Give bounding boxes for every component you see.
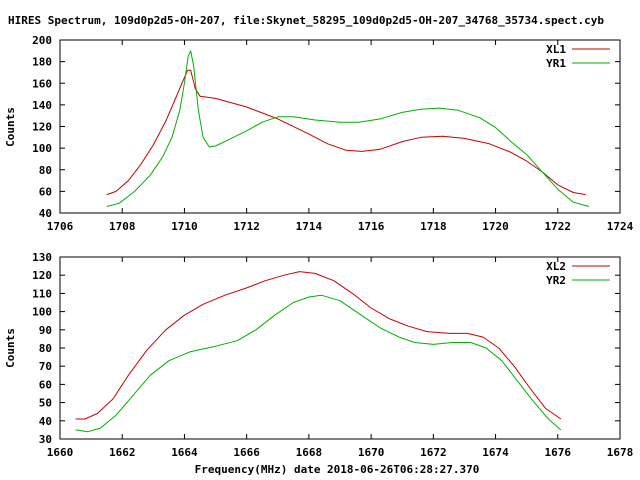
y-tick-label: 160 [32,77,52,90]
x-tick-label: 1706 [47,220,74,233]
y-tick-label: 30 [39,433,52,446]
legend-label-xl2: XL2 [546,260,566,273]
y-tick-label: 40 [39,207,52,220]
plot-frame [59,39,621,214]
x-tick-label: 1672 [420,446,447,459]
series-line-xl2 [75,271,562,420]
series-line-xl1 [106,69,586,196]
y-axis-label: Counts [4,107,17,147]
x-tick-label: 1718 [420,220,447,233]
x-tick-label: 1712 [233,220,260,233]
series-line-yr1 [106,50,590,207]
y-tick-label: 80 [39,164,52,177]
y-tick-label: 100 [32,142,52,155]
x-tick-label: 1716 [358,220,385,233]
y-tick-label: 90 [39,324,52,337]
x-tick-label: 1708 [109,220,136,233]
y-tick-label: 70 [39,360,52,373]
y-tick-label: 110 [32,287,52,300]
series-line-yr2 [75,294,562,433]
x-tick-label: 1676 [545,446,572,459]
y-tick-label: 60 [39,185,52,198]
x-tick-label: 1724 [607,220,634,233]
x-tick-label: 1668 [296,446,323,459]
y-tick-label: 50 [39,397,52,410]
bottom-panel: 1660 1662 1664 1666 1668 1670 1672 1674 1676 1678… [4,251,633,459]
x-tick-label: 1670 [358,446,385,459]
y-tick-label: 120 [32,121,52,134]
x-tick-label: 1710 [171,220,198,233]
x-tick-label: 1722 [545,220,572,233]
x-tick-label: 1660 [47,446,74,459]
y-tick-label: 40 [39,415,52,428]
y-tick-label: 100 [32,306,52,319]
y-axis-label: Counts [4,328,17,368]
y-tick-label: 200 [32,34,52,47]
x-tick-label: 1664 [171,446,198,459]
plot-frame [59,256,621,440]
x-tick-label: 1714 [296,220,323,233]
chart-title: HIRES Spectrum, 109d0p2d5-OH-207, file:S… [8,14,604,27]
x-tick-label: 1720 [482,220,509,233]
y-tick-label: 130 [32,251,52,264]
x-tick-label: 1674 [482,446,509,459]
x-tick-label: 1678 [607,446,634,459]
x-axis-label: Frequency(MHz) date 2018-06-26T06:28:27.… [195,463,480,476]
y-tick-label: 140 [32,99,52,112]
legend-label-yr1: YR1 [546,57,566,70]
legend-label-yr2: YR2 [546,274,566,287]
legend-label-xl1: XL1 [546,43,566,56]
top-panel: 1706 1708 1710 1712 1714 1716 1718 1720 1722 1724… [4,34,634,233]
y-tick-label: 80 [39,342,52,355]
x-tick-label: 1662 [109,446,136,459]
y-tick-label: 180 [32,56,52,69]
x-tick-label: 1666 [233,446,260,459]
y-tick-label: 120 [32,269,52,282]
y-tick-label: 60 [39,378,52,391]
